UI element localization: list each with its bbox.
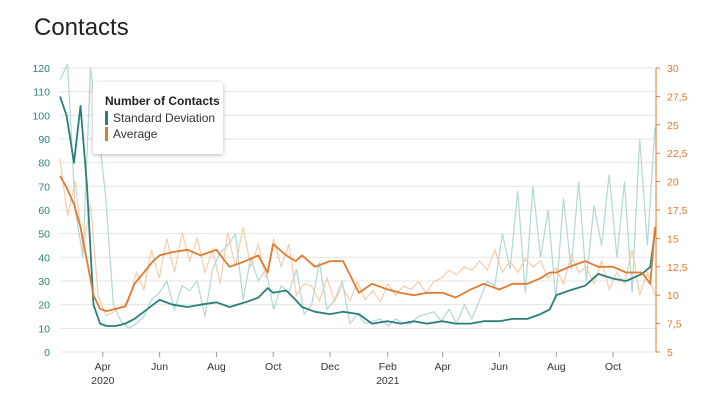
- x-tick-label: Jun: [491, 361, 508, 373]
- y-right-tick-label: 17,5: [667, 205, 688, 217]
- y-right-tick-label: 15: [667, 233, 679, 245]
- series-line-average: [59, 175, 656, 312]
- x-year-label: 2020: [91, 375, 115, 387]
- x-tick-label: Apr: [435, 361, 452, 373]
- y-left-tick-label: 40: [38, 252, 50, 264]
- y-right-tick-label: 10: [667, 290, 679, 302]
- y-left-tick-label: 20: [38, 300, 50, 312]
- y-left-tick-label: 80: [38, 158, 50, 170]
- y-right-tick-label: 30: [667, 63, 679, 75]
- x-tick-label: Aug: [547, 361, 566, 373]
- x-tick-label: Feb: [379, 361, 397, 373]
- legend-item-standard-deviation[interactable]: Standard Deviation: [105, 110, 215, 126]
- y-right-tick-label: 12,5: [667, 262, 688, 274]
- legend-item-average[interactable]: Average: [105, 126, 157, 142]
- x-tick-label: Oct: [265, 361, 281, 373]
- y-left-tick-label: 50: [38, 229, 50, 241]
- y-right-tick-label: 5: [667, 347, 673, 359]
- legend: Number of Contacts Standard Deviation Av…: [93, 82, 223, 154]
- x-tick-label: Apr: [95, 361, 112, 373]
- legend-label-standard-deviation: Standard Deviation: [113, 111, 216, 125]
- legend-title: Number of Contacts: [105, 94, 220, 108]
- legend-swatch-standard-deviation: [105, 111, 108, 125]
- y-right-tick-label: 20: [667, 177, 679, 189]
- y-left-tick-label: 110: [33, 87, 50, 99]
- y-right-tick-label: 7,5: [667, 319, 682, 331]
- y-left-tick-label: 90: [38, 134, 50, 146]
- x-tick-label: Oct: [605, 361, 621, 373]
- legend-swatch-average: [105, 127, 108, 141]
- y-left-tick-label: 10: [38, 323, 50, 335]
- y-left-tick-label: 30: [38, 276, 50, 288]
- x-year-label: 2021: [376, 375, 400, 387]
- x-tick-label: Dec: [321, 361, 340, 373]
- series-line-standard-deviation: [59, 96, 656, 327]
- y-left-tick-label: 100: [32, 110, 50, 122]
- y-right-tick-label: 25: [667, 120, 679, 132]
- page-title: Contacts: [34, 14, 129, 41]
- y-left-tick-label: 60: [38, 205, 50, 217]
- y-left-tick-label: 120: [32, 63, 50, 75]
- x-tick-label: Aug: [207, 361, 226, 373]
- y-right-tick-label: 22,5: [667, 148, 688, 160]
- legend-label-average: Average: [113, 127, 158, 141]
- avg-daily-line: [59, 158, 656, 317]
- y-left-tick-label: 0: [44, 347, 50, 359]
- y-right-tick-label: 27,5: [667, 91, 688, 103]
- y-left-tick-label: 70: [38, 181, 50, 193]
- x-tick-label: Jun: [151, 361, 168, 373]
